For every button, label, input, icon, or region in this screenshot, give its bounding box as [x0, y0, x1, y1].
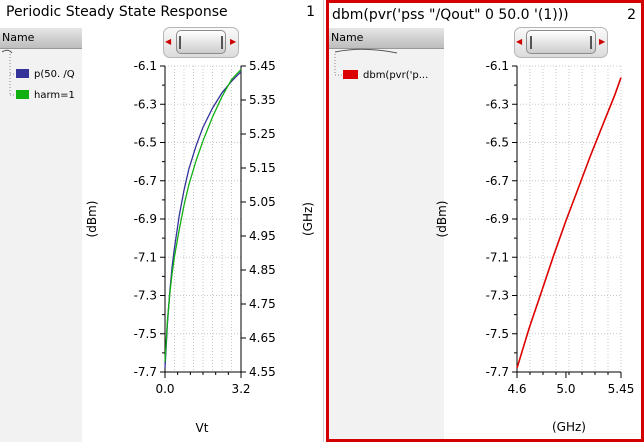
series-line-1	[516, 77, 622, 369]
y2-axis-label: (GHz)	[301, 202, 315, 236]
legend-swatch-red	[343, 70, 358, 79]
panel-number: 2	[627, 7, 636, 23]
series-line-2	[164, 68, 242, 362]
y2-tick-label: 4.65	[249, 331, 276, 345]
chart-2[interactable]: -6.1 -6.3 -6.5 -6.7 -6.9 -7.1 -7.3 -7.5 -7.7 4.6 5…	[329, 3, 641, 439]
y-tick-label: -7.7	[486, 365, 509, 379]
horizontal-scroller[interactable]: ◀ ▶	[514, 27, 608, 58]
y-tick-label: -6.9	[134, 212, 157, 226]
y-tick-label: -6.3	[486, 97, 509, 111]
y2-tick-label: 5.45	[249, 59, 276, 73]
y-tick-label: -6.5	[134, 136, 157, 150]
y2-tick-label: 4.85	[249, 263, 276, 277]
scroller-thumb[interactable]	[526, 30, 596, 54]
legend-label: harm=1	[34, 90, 75, 101]
chart-1[interactable]: -6.1 -6.3 -6.5 -6.7 -6.9 -7.1 -7.3 -7.5 -7.7 0.0 3…	[0, 0, 324, 442]
legend-item-series-1[interactable]: dbm(pvr('p...	[343, 70, 428, 81]
scroll-right-arrow-icon[interactable]: ▶	[230, 37, 237, 46]
y-tick-label: -6.1	[134, 59, 157, 73]
grip-icon	[590, 36, 592, 49]
grip-icon	[179, 36, 181, 49]
y2-tick-label: 5.35	[249, 93, 276, 107]
x-tick-label: 0.0	[155, 382, 174, 396]
y-axis-label: (dBm)	[435, 201, 449, 238]
y-tick-label: -7.3	[486, 289, 509, 303]
x-tick-label: 3.2	[231, 382, 250, 396]
legend-swatch-blue	[16, 69, 29, 78]
y2-tick-label: 4.55	[249, 365, 276, 379]
x-tick-label: 5.45	[608, 382, 635, 396]
x-tick-label: 5.0	[556, 382, 575, 396]
y-tick-label: -6.1	[486, 59, 509, 73]
legend-swatch-green	[16, 90, 29, 99]
y-tick-label: -7.5	[486, 327, 509, 341]
y-tick-label: -6.5	[486, 136, 509, 150]
scroll-right-arrow-icon[interactable]: ▶	[599, 37, 606, 46]
y2-tick-label: 5.05	[249, 195, 276, 209]
grip-icon	[221, 36, 223, 49]
y2-tick-label: 4.95	[249, 229, 276, 243]
y-tick-label: -7.5	[134, 327, 157, 341]
y-tick-label: -7.1	[486, 250, 509, 264]
legend-item-series-1[interactable]: p(50. /Q	[16, 69, 75, 80]
legend-tree-lines	[1, 49, 16, 96]
panel-number: 1	[306, 4, 315, 20]
plot-panel-1[interactable]: Periodic Steady State Response 1 Name p(…	[0, 0, 324, 442]
y-tick-label: -7.7	[134, 365, 157, 379]
x-axis-label: (GHz)	[552, 420, 586, 434]
legend-item-series-2[interactable]: harm=1	[16, 90, 75, 101]
y2-tick-label: 5.25	[249, 127, 276, 141]
legend-tree-lines	[334, 48, 398, 76]
legend-pane: Name dbm(pvr('p...	[329, 28, 444, 439]
y-axis-label: (dBm)	[85, 201, 99, 238]
y-tick-label: -6.9	[486, 212, 509, 226]
legend-header: Name	[0, 28, 82, 49]
scroll-left-arrow-icon[interactable]: ◀	[165, 37, 172, 46]
x-axis-label: Vt	[196, 421, 209, 435]
panel-title: dbm(pvr('pss "/Qout" 0 50.0 '(1)))	[332, 7, 569, 23]
legend-header: Name	[329, 28, 444, 49]
y2-tick-label: 4.75	[249, 297, 276, 311]
scroll-left-arrow-icon[interactable]: ◀	[516, 37, 523, 46]
legend-pane: Name p(50. /Q harm=1	[0, 28, 82, 442]
grip-icon	[530, 36, 532, 49]
y-tick-label: -6.7	[134, 174, 157, 188]
plot-panel-2[interactable]: dbm(pvr('pss "/Qout" 0 50.0 '(1))) 2 Nam…	[326, 0, 644, 442]
y-tick-label: -6.3	[134, 97, 157, 111]
scroller-thumb[interactable]	[176, 30, 226, 54]
y-tick-label: -6.7	[486, 174, 509, 188]
y2-tick-label: 5.15	[249, 161, 276, 175]
horizontal-scroller[interactable]: ◀ ▶	[163, 27, 239, 58]
legend-label: dbm(pvr('p...	[363, 70, 429, 81]
y-tick-label: -7.3	[134, 289, 157, 303]
y-tick-label: -7.1	[134, 250, 157, 264]
legend-label: p(50. /Q	[34, 69, 75, 80]
x-tick-label: 4.6	[507, 382, 526, 396]
panel-title: Periodic Steady State Response	[6, 4, 228, 20]
